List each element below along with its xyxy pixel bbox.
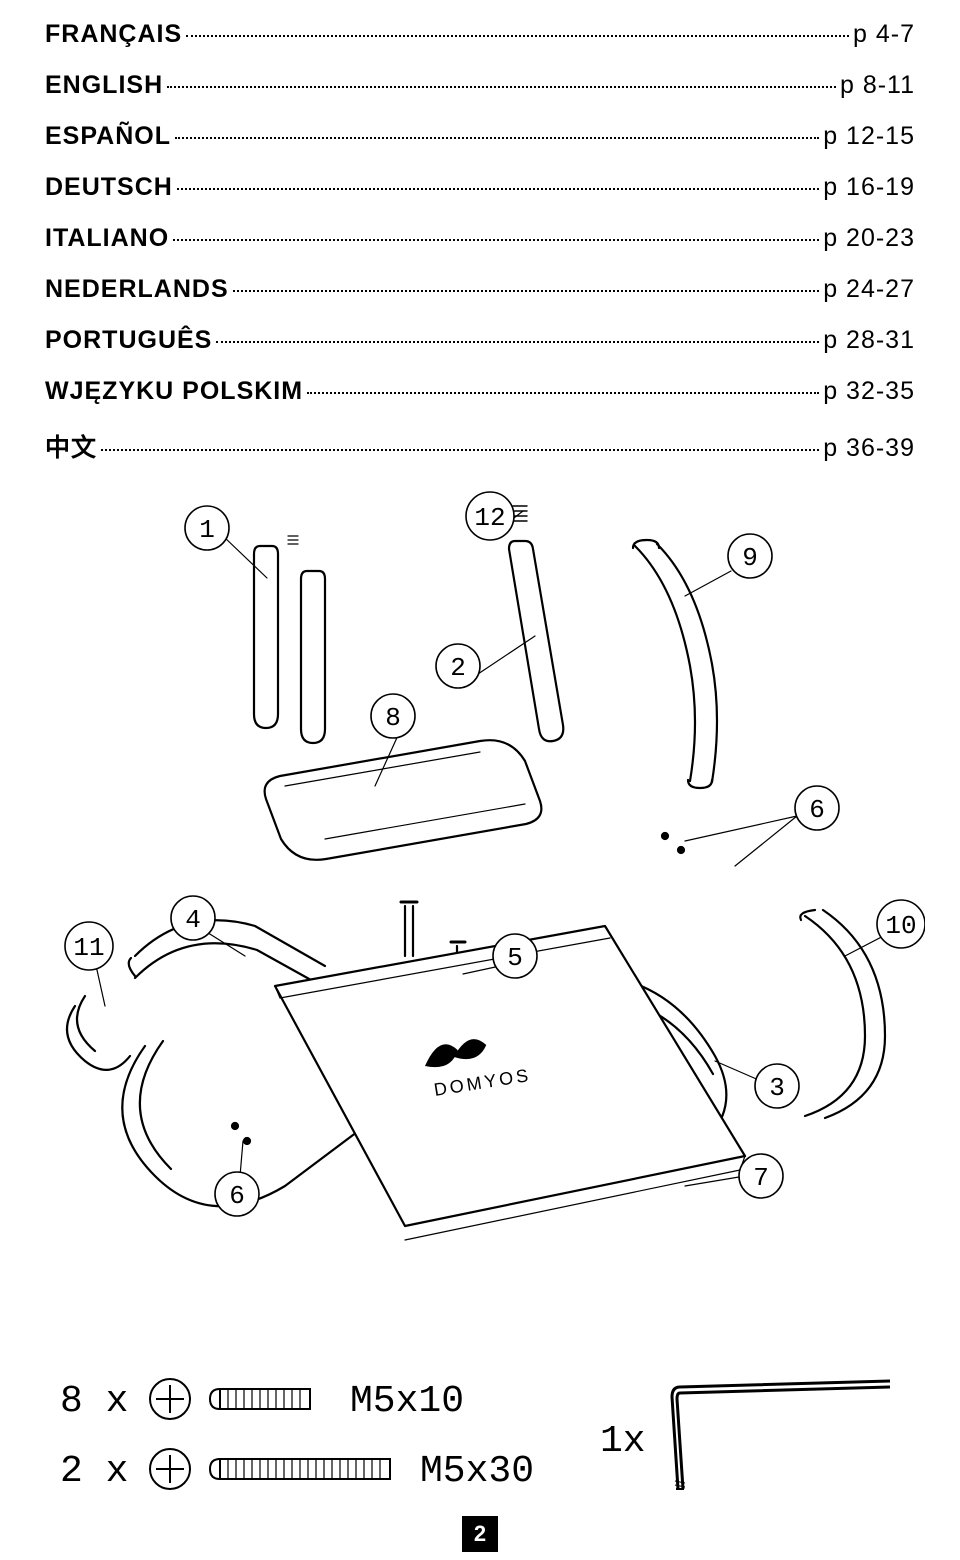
exploded-diagram: DOMYOS 1 12 9 [45,486,925,1311]
screw-icon [210,1389,310,1409]
callout-7: 7 [739,1154,783,1198]
toc-label: ENGLISH [45,71,163,100]
toc-page: p 16-19 [823,173,915,202]
allen-key-icon [672,1381,890,1489]
toc-dots [216,341,819,343]
callout-11: 11 [65,922,113,970]
toc-label: PORTUGUÊS [45,326,212,355]
toc-dots [186,35,849,37]
diagram-svg: DOMYOS 1 12 9 [45,486,925,1306]
screw-icon [210,1459,390,1479]
callout-10: 10 [877,900,925,948]
callout-6b: 6 [215,1172,259,1216]
toc-row: DEUTSCH p 16-19 [45,173,915,202]
callout-2: 2 [436,644,480,688]
callout-3: 3 [755,1064,799,1108]
toc-label: WJĘZYKU POLSKIM [45,377,303,406]
callout-6: 6 [795,786,839,830]
svg-text:7: 7 [753,1163,769,1193]
svg-text:2: 2 [450,653,466,683]
toc-row: 中文 p 36-39 [45,428,915,464]
toc-label: 中文 [45,428,97,464]
svg-text:12: 12 [474,503,505,533]
toc-dots [177,188,819,190]
callout-8: 8 [371,694,415,738]
svg-text:3: 3 [769,1073,785,1103]
phillips-head-icon [150,1379,190,1419]
hw-spec-1: M5x10 [350,1380,464,1423]
toc-label: ESPAÑOL [45,122,171,151]
toc-row: ESPAÑOL p 12-15 [45,122,915,151]
toc-row: ITALIANO p 20-23 [45,224,915,253]
toc-label: DEUTSCH [45,173,173,202]
callout-1: 1 [185,506,229,550]
toc-dots [167,86,836,88]
toc-row: FRANÇAIS p 4-7 [45,20,915,49]
toc-page: p 32-35 [823,377,915,406]
toc-row: PORTUGUÊS p 28-31 [45,326,915,355]
svg-text:5: 5 [507,943,523,973]
toc-dots [173,239,819,241]
manual-page: FRANÇAIS p 4-7 ENGLISH p 8-11 ESPAÑOL p … [0,0,960,1560]
hw-spec-2: M5x30 [420,1450,534,1493]
svg-text:8: 8 [385,703,401,733]
svg-text:11: 11 [73,933,104,963]
hw-qty-2: 2 x [60,1450,128,1493]
toc-page: p 28-31 [823,326,915,355]
toc-row: WJĘZYKU POLSKIM p 32-35 [45,377,915,406]
table-of-contents: FRANÇAIS p 4-7 ENGLISH p 8-11 ESPAÑOL p … [45,20,915,464]
toc-dots [175,137,819,139]
tool-qty: 1x [600,1420,646,1463]
toc-label: FRANÇAIS [45,20,182,49]
toc-label: ITALIANO [45,224,169,253]
svg-text:10: 10 [885,911,916,941]
toc-page: p 24-27 [823,275,915,304]
svg-text:9: 9 [742,543,758,573]
toc-page: p 4-7 [853,20,915,49]
svg-text:1: 1 [199,515,215,545]
toc-page: p 36-39 [823,434,915,463]
callout-5: 5 [493,934,537,978]
toc-page: p 12-15 [823,122,915,151]
toc-dots [101,449,819,451]
hardware-svg: 8 x M5x10 [60,1365,920,1515]
svg-text:6: 6 [229,1181,245,1211]
callout-4: 4 [171,896,215,940]
phillips-head-icon [150,1449,190,1489]
callout-9: 9 [728,534,772,578]
toc-dots [233,290,820,292]
toc-page: p 20-23 [823,224,915,253]
hardware-section: 8 x M5x10 [60,1365,900,1520]
toc-page: p 8-11 [840,71,915,100]
toc-row: NEDERLANDS p 24-27 [45,275,915,304]
svg-text:6: 6 [809,795,825,825]
toc-label: NEDERLANDS [45,275,229,304]
toc-dots [307,392,819,394]
callout-12: 12 [466,492,514,540]
hw-qty-1: 8 x [60,1380,128,1423]
svg-text:4: 4 [185,905,201,935]
page-number: 2 [462,1516,498,1552]
toc-row: ENGLISH p 8-11 [45,71,915,100]
